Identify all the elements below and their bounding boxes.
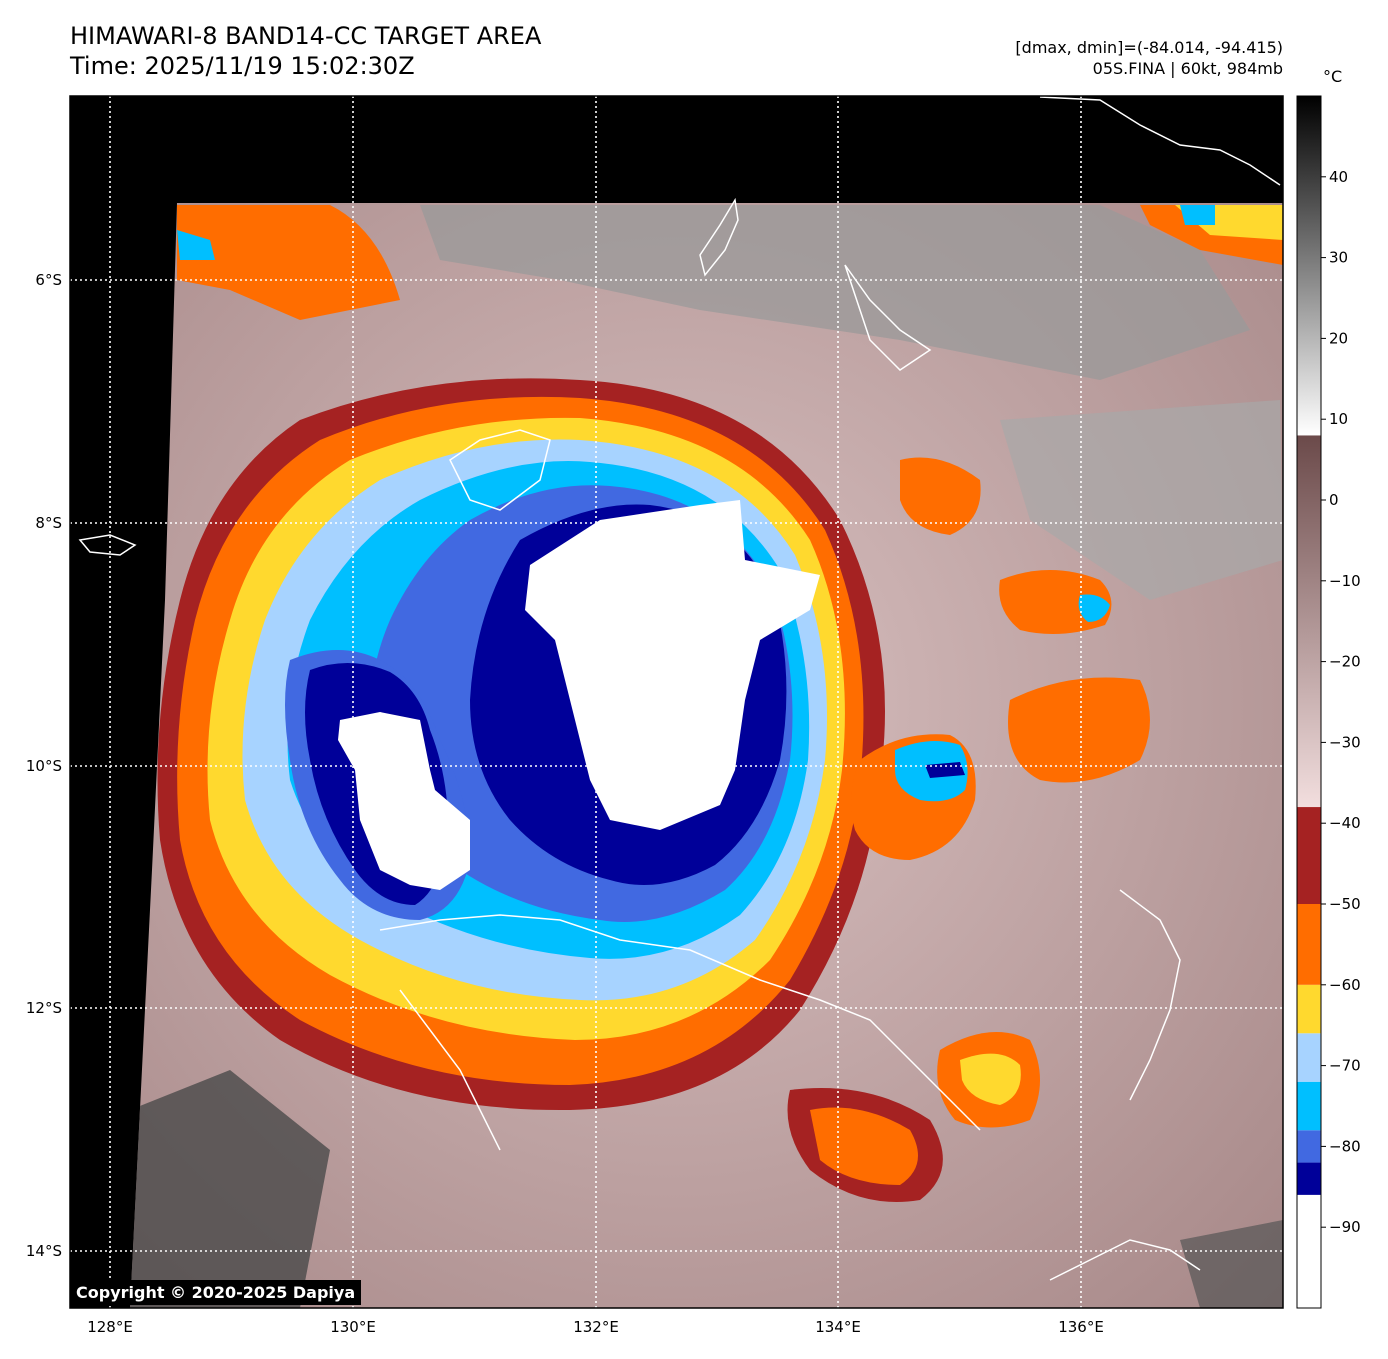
colorbar-segment: [1297, 96, 1321, 436]
colorbar: [1297, 96, 1321, 1308]
lon-label: 130°E: [330, 1318, 376, 1336]
colorbar-tick-label: −30: [1329, 733, 1361, 751]
colorbar-tick-label: 0: [1329, 491, 1339, 509]
lat-label: 10°S: [26, 757, 62, 775]
nw-band-core: [177, 230, 215, 260]
dark-land-southeast: [1180, 1220, 1283, 1308]
east-cell-2: [999, 570, 1112, 634]
colorbar-tick-label: −20: [1329, 653, 1361, 671]
cold-core-main: [525, 500, 820, 830]
east-cell-2-core: [1078, 594, 1110, 622]
coastline-island-north: [699, 197, 739, 277]
grey-cloud-north: [420, 205, 1250, 380]
graticule: [70, 96, 1283, 1308]
nw-band: [177, 205, 400, 320]
coastlines: [78, 96, 1281, 1281]
lat-label: 6°S: [35, 271, 62, 289]
colorbar-segment: [1297, 1162, 1321, 1195]
lat-label: 8°S: [35, 514, 62, 532]
colorbar-tick-label: −50: [1329, 895, 1361, 913]
lon-label: 136°E: [1058, 1318, 1104, 1336]
colorbar-tick-label: 30: [1329, 249, 1348, 267]
map-title: HIMAWARI-8 BAND14-CC TARGET AREA: [70, 22, 542, 50]
map-area: [70, 96, 1283, 1308]
storm-info: 05S.FINA | 60kt, 984mb: [1092, 59, 1283, 78]
colorbar-ticks: 40 30 20 10 0 −10 −20 −30 −40 −50 −60 −70 −80 −90: [1321, 168, 1361, 1236]
colorbar-frame: [1296, 95, 1322, 1309]
south-cluster-orange: [810, 1107, 918, 1185]
imagery: [130, 203, 1283, 1308]
east-cell-5: [900, 457, 981, 535]
map-frame: [69, 95, 1284, 1309]
colorbar-tick-label: −10: [1329, 572, 1361, 590]
colorbar-tick-label: 40: [1329, 168, 1348, 186]
colorbar-tick-label: −90: [1329, 1218, 1361, 1236]
colorbar-segment: [1297, 1033, 1321, 1082]
colorbar-tick-label: −60: [1329, 976, 1361, 994]
lat-label: 12°S: [26, 999, 62, 1017]
coastline-gulf-south: [1049, 1239, 1201, 1281]
colorbar-segment: [1297, 1130, 1321, 1163]
colorbar-segment: [1297, 1194, 1321, 1228]
colorbar-tick-label: −70: [1329, 1057, 1361, 1075]
coastline-cobourg: [399, 989, 501, 1151]
colorbar-segment: [1297, 1081, 1321, 1131]
lon-label: 128°E: [87, 1318, 133, 1336]
colorbar-segment: [1297, 904, 1321, 985]
east-cell-3: [1008, 677, 1150, 783]
colorbar-tick-label: 10: [1329, 410, 1348, 428]
lat-axis: 6°S 8°S 10°S 12°S 14°S: [26, 271, 62, 1260]
ne-band-core: [1180, 205, 1215, 225]
coastline-west-island: [78, 534, 137, 556]
colorbar-tick-label: −80: [1329, 1137, 1361, 1155]
east-cell-4-core: [960, 1053, 1021, 1105]
lon-label: 134°E: [815, 1318, 861, 1336]
colorbar-segment: [1297, 807, 1321, 904]
colorbar-segment: [1297, 984, 1321, 1034]
colorbar-segment: [1297, 435, 1321, 808]
cold-core-west: [338, 712, 470, 890]
temp-range-info: [dmax, dmin]=(-84.014, -94.415): [1015, 38, 1283, 57]
lat-label: 14°S: [26, 1242, 62, 1260]
map-time: Time: 2025/11/19 15:02:30Z: [70, 52, 415, 80]
colorbar-tick-label: −40: [1329, 814, 1361, 832]
colorbar-tick-label: 20: [1329, 329, 1348, 347]
grey-cloud-east: [1000, 400, 1283, 600]
dark-land-southwest: [130, 1070, 330, 1308]
coastline-aru: [844, 264, 932, 371]
coastline-cape-york: [1119, 889, 1181, 1101]
coastline-arnhem-north: [379, 914, 981, 1131]
colorbar-unit: °C: [1323, 67, 1343, 86]
coastline-new-guinea: [1039, 96, 1281, 186]
lon-label: 132°E: [573, 1318, 619, 1336]
coastline-tanimbar: [449, 429, 551, 511]
lon-axis: 128°E 130°E 132°E 134°E 136°E: [87, 1318, 1104, 1336]
copyright-label: Copyright © 2020-2025 Dapiya: [70, 1280, 362, 1305]
